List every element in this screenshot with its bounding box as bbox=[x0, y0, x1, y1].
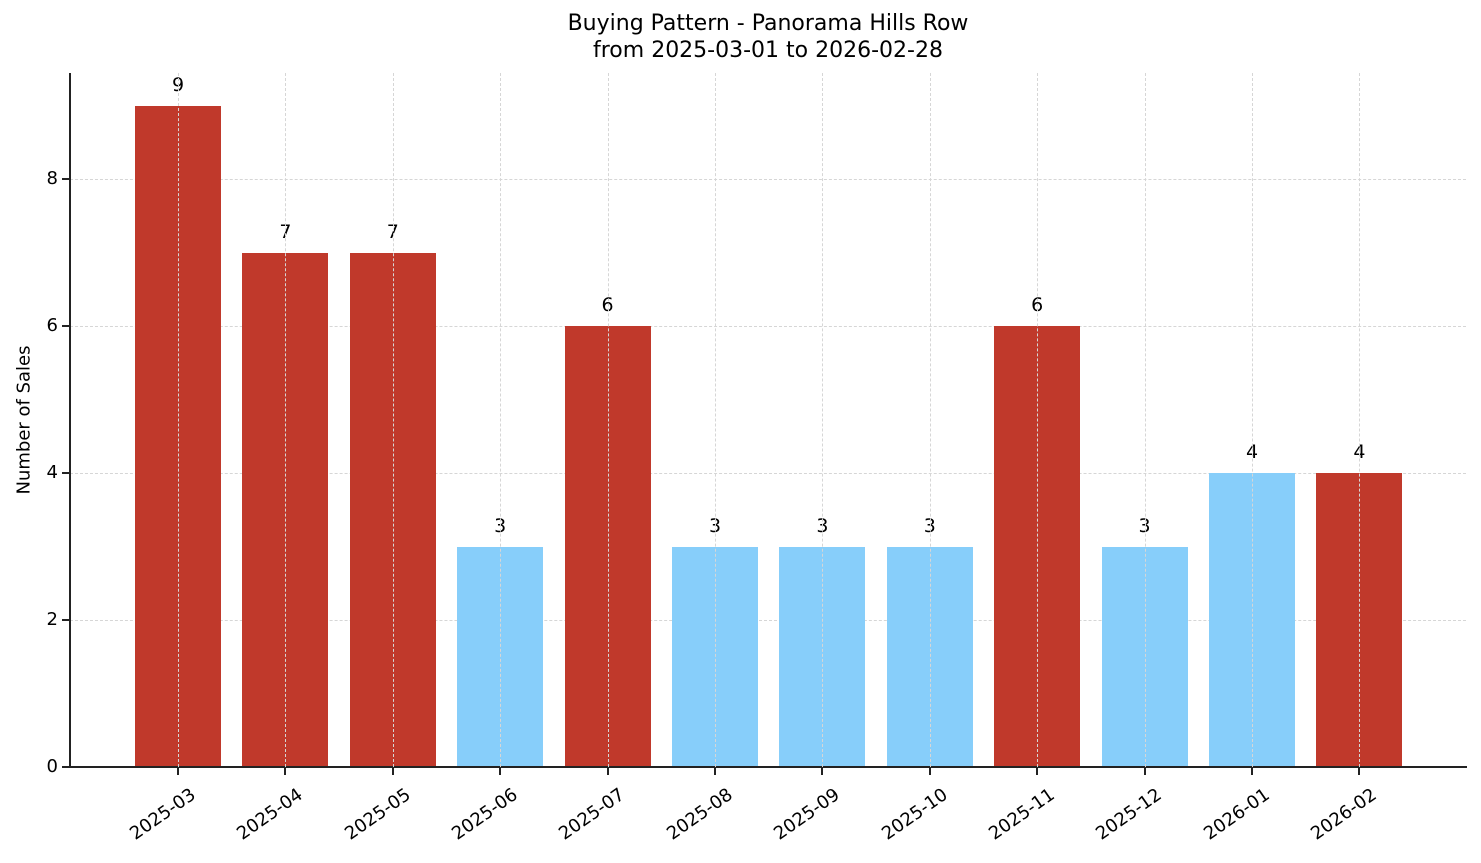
x-tick-label: 2025-07 bbox=[555, 784, 630, 845]
x-tick bbox=[1036, 768, 1039, 775]
h-gridline bbox=[70, 326, 1466, 328]
h-gridline bbox=[70, 473, 1466, 475]
chart-title: Buying Pattern - Panorama Hills Row from… bbox=[70, 10, 1466, 64]
y-tick-label: 8 bbox=[46, 168, 58, 190]
y-tick bbox=[62, 178, 69, 181]
x-tick-label: 2025-08 bbox=[662, 784, 737, 845]
x-tick-label: 2025-10 bbox=[877, 784, 952, 845]
y-axis-spine bbox=[69, 73, 71, 768]
v-gridline bbox=[822, 73, 824, 767]
x-tick bbox=[391, 768, 394, 775]
x-tick bbox=[821, 768, 824, 775]
v-gridline bbox=[285, 73, 287, 767]
v-gridline bbox=[715, 73, 716, 767]
y-tick-label: 6 bbox=[46, 315, 58, 337]
x-tick bbox=[177, 768, 179, 775]
chart-title-line1: Buying Pattern - Panorama Hills Row bbox=[567, 11, 969, 36]
x-tick bbox=[928, 768, 931, 775]
x-tick-label: 2025-03 bbox=[125, 784, 200, 845]
x-tick-label: 2025-05 bbox=[340, 784, 415, 845]
y-tick-label: 2 bbox=[46, 609, 58, 631]
x-axis-spine bbox=[69, 766, 1467, 768]
x-tick-label: 2026-02 bbox=[1307, 784, 1381, 845]
h-gridline bbox=[70, 179, 1466, 181]
v-gridline bbox=[929, 73, 931, 767]
x-tick-label: 2025-12 bbox=[1092, 784, 1167, 845]
v-gridline bbox=[1144, 73, 1146, 767]
x-tick-label: 2026-01 bbox=[1199, 784, 1274, 845]
y-tick bbox=[62, 472, 69, 475]
x-tick bbox=[1143, 768, 1146, 775]
x-tick bbox=[714, 768, 716, 775]
y-tick bbox=[62, 325, 69, 328]
x-tick bbox=[499, 768, 502, 775]
x-tick-label: 2025-11 bbox=[985, 784, 1059, 845]
v-gridline bbox=[1359, 73, 1361, 767]
x-tick bbox=[606, 768, 609, 775]
v-gridline bbox=[607, 73, 609, 767]
v-gridline bbox=[392, 73, 394, 767]
v-gridline bbox=[178, 73, 179, 767]
x-tick bbox=[1358, 768, 1361, 775]
x-tick-label: 2025-06 bbox=[448, 784, 522, 845]
x-tick-label: 2025-09 bbox=[770, 784, 844, 845]
v-gridline bbox=[1252, 73, 1253, 767]
v-gridline bbox=[1037, 73, 1039, 767]
y-tick bbox=[62, 619, 69, 622]
h-gridline bbox=[70, 620, 1466, 622]
y-tick-label: 4 bbox=[46, 462, 58, 484]
y-tick bbox=[62, 766, 69, 768]
x-tick-label: 2025-04 bbox=[233, 784, 307, 845]
chart-subtitle: from 2025-03-01 to 2026-02-28 bbox=[593, 38, 943, 63]
y-tick-label: 0 bbox=[46, 756, 58, 777]
x-tick bbox=[284, 768, 287, 775]
x-tick bbox=[1251, 768, 1253, 775]
v-gridline bbox=[500, 73, 502, 767]
